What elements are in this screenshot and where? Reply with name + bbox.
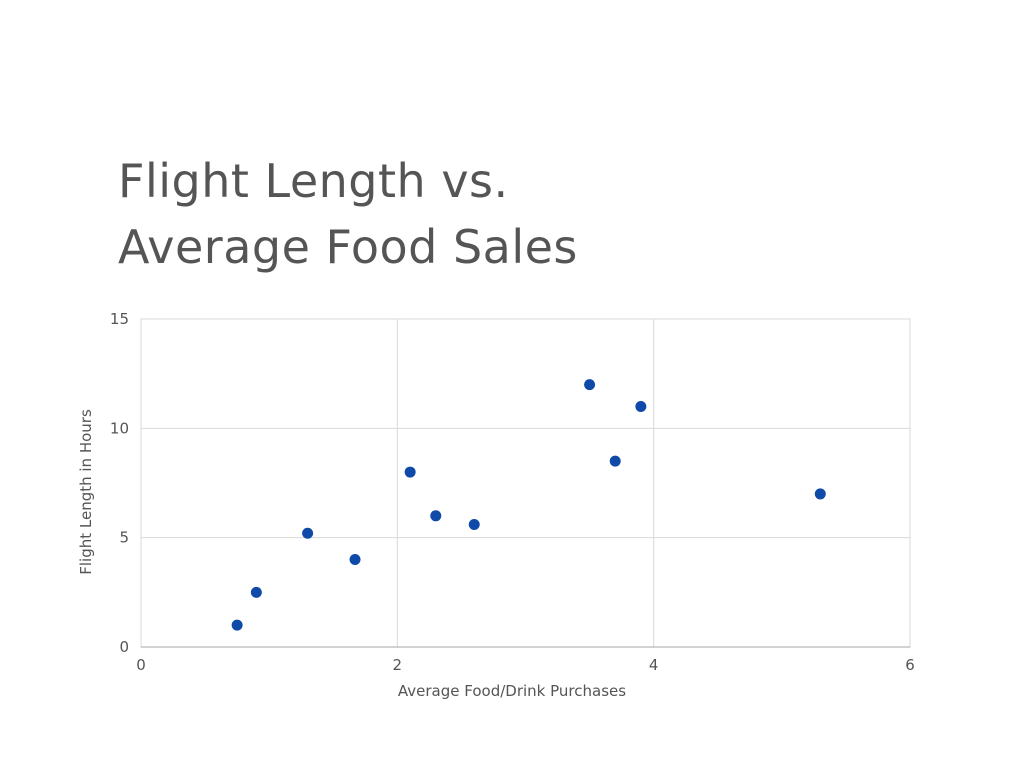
- y-tick-label: 5: [119, 529, 129, 547]
- x-tick-label: 0: [136, 656, 146, 674]
- x-axis-label: Average Food/Drink Purchases: [398, 682, 626, 700]
- chart-title: Flight Length vs. Average Food Sales: [118, 148, 578, 280]
- x-tick-label: 4: [649, 656, 659, 674]
- data-point: [404, 466, 416, 478]
- x-tick-label: 2: [393, 656, 403, 674]
- data-point: [814, 488, 826, 500]
- data-point: [349, 554, 361, 566]
- chart-title-line-2: Average Food Sales: [118, 220, 578, 274]
- data-point: [635, 400, 647, 412]
- x-tick-label: 6: [905, 656, 915, 674]
- data-point: [468, 519, 480, 531]
- chart-title-line-1: Flight Length vs.: [118, 154, 509, 208]
- y-tick-label: 15: [110, 310, 129, 328]
- data-point: [430, 510, 442, 522]
- point-layer: [231, 379, 826, 631]
- data-point: [231, 619, 243, 631]
- data-point: [584, 379, 596, 391]
- y-tick-label: 0: [119, 638, 129, 656]
- y-axis-label: Flight Length in Hours: [77, 409, 95, 575]
- grid-layer: [140, 318, 911, 648]
- axis-layer: 0 5 10 15 0 2 4 6: [110, 310, 915, 674]
- data-point: [609, 455, 621, 467]
- data-point: [250, 586, 262, 598]
- y-tick-label: 10: [110, 419, 129, 437]
- data-point: [302, 527, 314, 539]
